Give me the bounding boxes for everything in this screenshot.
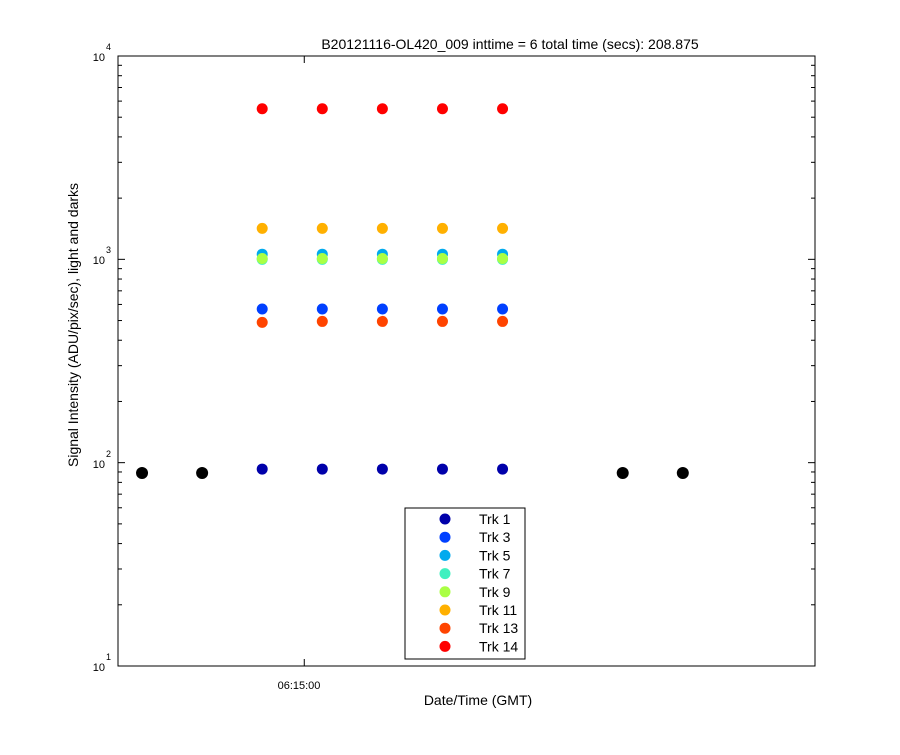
y-tick-label-1: 10 1 [93,652,111,674]
y-tick-label-4-base: 10 [93,52,105,64]
point-trk-13-3 [376,315,388,327]
legend-marker-trk-11 [439,604,451,616]
dark-point-2 [196,466,209,479]
point-trk-1-3 [376,463,388,475]
y-tick-label-2-base: 10 [93,459,105,471]
point-trk-9-4 [436,252,448,264]
dark-point-3 [616,466,629,479]
point-trk-9-1 [256,252,268,264]
chart-title: B20121116-OL420_009 inttime = 6 total ti… [321,36,699,52]
y-tick-label-1-base: 10 [93,662,105,674]
legend-marker-trk-5 [439,549,451,561]
dark-point-4 [676,466,689,479]
legend-label-trk-9: Trk 9 [479,584,511,600]
point-trk-9-3 [376,252,388,264]
point-trk-9-2 [316,252,328,264]
legend-marker-trk-1 [439,513,451,525]
legend-label-trk-5: Trk 5 [479,547,511,563]
y-tick-label-3-base: 10 [93,255,105,267]
point-trk-11-2 [316,222,328,234]
legend-box [404,507,526,660]
point-trk-14-5 [497,103,509,115]
y-tick-label-3: 10 3 [93,245,111,267]
point-trk-13-5 [497,315,509,327]
point-trk-3-3 [376,303,388,315]
point-trk-9-5 [497,252,509,264]
point-trk-11-3 [376,222,388,234]
legend-marker-trk-3 [439,531,451,543]
point-trk-3-5 [497,303,509,315]
legend-marker-trk-14 [439,640,451,652]
y-tick-label-2: 10 2 [93,449,111,471]
legend-label-trk-1: Trk 1 [479,511,511,527]
y-axis-label: Signal Intensity (ADU/pix/sec), light an… [65,183,81,467]
data-points [136,103,689,479]
legend-items: Trk 1 Trk 3 Trk 5 Trk 7 Trk 9 Trk 11 Trk 13 Trk… [439,511,518,654]
point-trk-11-5 [497,222,509,234]
legend-marker-trk-7 [439,568,451,580]
axis-ticks [118,55,815,667]
legend-label-trk-3: Trk 3 [479,529,511,545]
point-trk-1-1 [256,463,268,475]
point-trk-13-2 [316,315,328,327]
legend-label-trk-11: Trk 11 [479,602,517,618]
y-tick-label-4-exp: 4 [106,42,111,52]
point-trk-11-4 [436,222,448,234]
point-trk-13-4 [436,315,448,327]
dark-point-1 [136,466,149,479]
x-axis-label: Date/Time (GMT) [424,692,532,708]
legend-label-trk-14: Trk 14 [479,638,518,654]
point-trk-3-4 [436,303,448,315]
legend-marker-trk-9 [439,586,451,598]
legend-marker-trk-13 [439,622,451,634]
point-trk-11-1 [256,222,268,234]
x-tick-label: 06:15:00 [278,680,321,692]
point-trk-14-4 [436,103,448,115]
y-tick-label-4: 10 4 [93,42,111,64]
legend-label-trk-7: Trk 7 [479,566,511,582]
legend: Trk 1 Trk 3 Trk 5 Trk 7 Trk 9 Trk 11 Trk 13 Trk… [404,507,526,660]
point-trk-1-2 [316,463,328,475]
y-tick-label-2-exp: 2 [106,449,111,459]
point-trk-13-1 [256,316,268,328]
point-trk-14-3 [376,103,388,115]
point-trk-1-4 [436,463,448,475]
point-trk-14-1 [256,103,268,115]
y-tick-label-1-exp: 1 [106,652,111,662]
point-trk-1-5 [497,463,509,475]
y-tick-label-3-exp: 3 [106,245,111,255]
legend-label-trk-13: Trk 13 [479,620,518,636]
point-trk-14-2 [316,103,328,115]
point-trk-3-2 [316,303,328,315]
point-trk-3-1 [256,303,268,315]
